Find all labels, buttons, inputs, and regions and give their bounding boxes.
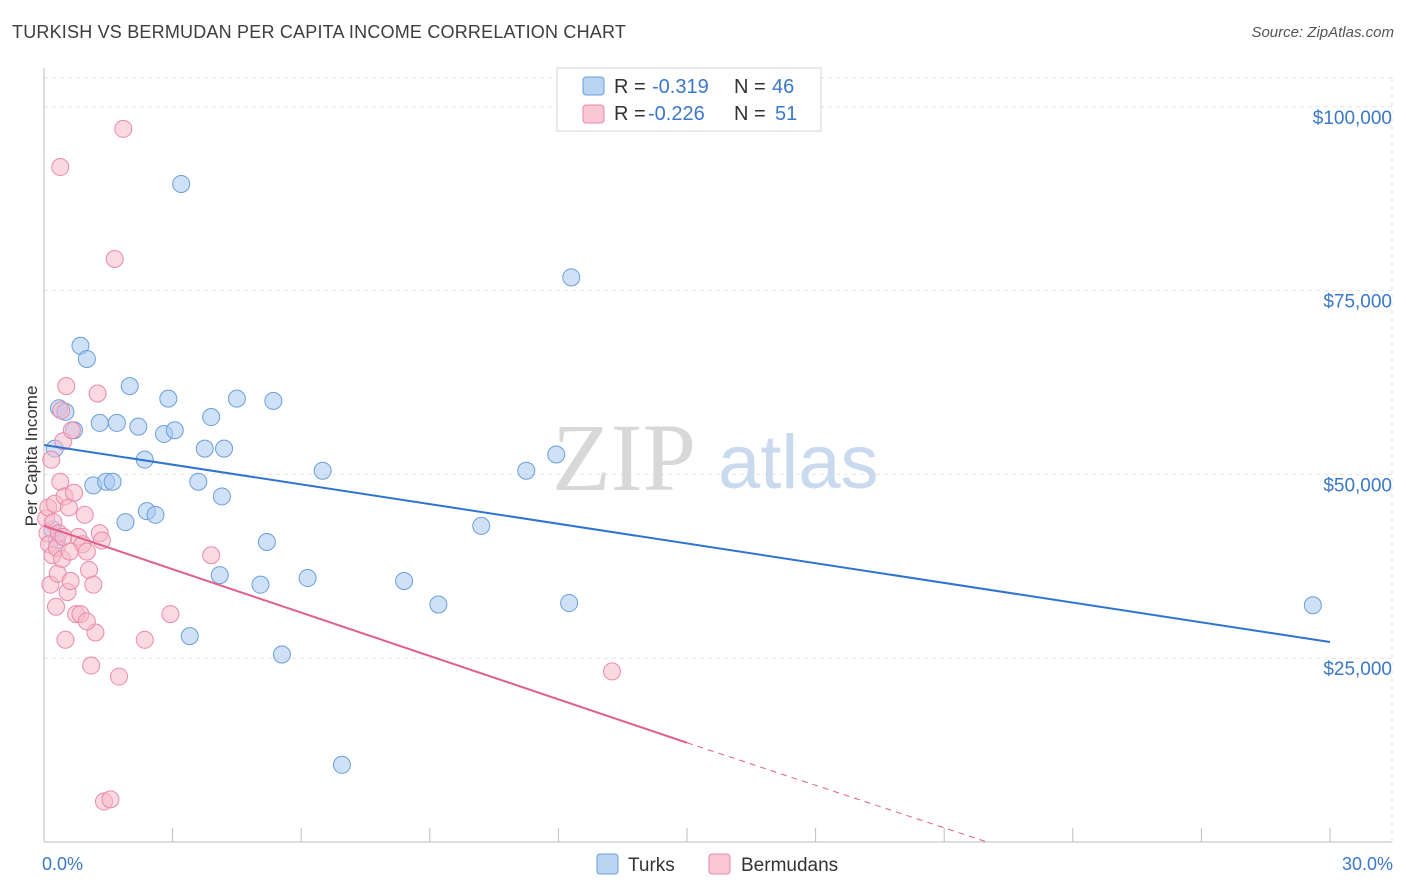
trend-lines bbox=[43, 443, 1331, 843]
turks-point bbox=[90, 413, 109, 432]
bermudans-point bbox=[602, 662, 621, 681]
bermudans-point bbox=[88, 384, 107, 403]
bermudans-point bbox=[82, 656, 101, 675]
bermudans-point bbox=[105, 249, 124, 268]
chart-title: TURKISH VS BERMUDAN PER CAPITA INCOME CO… bbox=[12, 22, 627, 42]
source-label: Source: ZipAtlas.com bbox=[1251, 24, 1394, 41]
bermudans-point bbox=[110, 667, 129, 686]
bermudans-point bbox=[77, 542, 96, 561]
turks-point bbox=[120, 377, 139, 396]
bottom-legend-bermudans: Bermudans bbox=[741, 855, 838, 876]
bottom-legend-swatch-bermudans bbox=[708, 853, 731, 875]
y-tick-label: $75,000 bbox=[1323, 292, 1392, 313]
bermudans-point bbox=[52, 401, 71, 420]
bermudans-point bbox=[84, 575, 103, 594]
turks-point bbox=[562, 268, 581, 287]
turks-point bbox=[146, 505, 165, 524]
turks-point bbox=[195, 439, 214, 458]
turks-point bbox=[212, 487, 231, 506]
legend-r-value-bermudans: -0.226 bbox=[648, 103, 705, 125]
bermudans-point bbox=[202, 546, 221, 565]
bottom-legend-swatch-turks bbox=[596, 853, 619, 875]
y-tick-label: $100,000 bbox=[1313, 108, 1392, 129]
bermudans-point bbox=[75, 505, 94, 524]
correlation-legend: R = -0.319 N = 46 R = -0.226 N = 51 bbox=[556, 67, 822, 132]
bermudans-point bbox=[62, 421, 81, 440]
watermark-zip: ZIP bbox=[552, 404, 696, 511]
turks-point bbox=[227, 389, 246, 408]
x-tick-label-min: 0.0% bbox=[42, 854, 83, 874]
trend-line-bermudans bbox=[43, 524, 688, 744]
legend-swatch-bermudans bbox=[582, 104, 605, 124]
turks-point bbox=[189, 472, 208, 491]
bermudans-point bbox=[51, 158, 70, 177]
turks-point bbox=[202, 408, 221, 427]
bottom-legend-turks: Turks bbox=[628, 855, 675, 876]
legend-r-label-turks: R = bbox=[614, 76, 646, 98]
legend-n-value-bermudans: 51 bbox=[775, 103, 797, 125]
y-tick-label: $50,000 bbox=[1323, 475, 1392, 496]
turks-point bbox=[517, 461, 536, 480]
turks-point bbox=[172, 174, 191, 193]
bermudans-point bbox=[114, 119, 133, 138]
turks-point bbox=[129, 417, 148, 436]
watermark: ZIP atlas bbox=[552, 404, 879, 511]
turks-point bbox=[1303, 596, 1322, 615]
bermudans-point bbox=[57, 377, 76, 396]
bermudans-point bbox=[101, 790, 120, 809]
bermudans-point bbox=[61, 571, 80, 590]
legend-r-label-bermudans: R = bbox=[614, 103, 646, 125]
legend-n-label-bermudans: N = bbox=[734, 103, 766, 125]
legend-swatch-turks bbox=[582, 76, 605, 96]
turks-point bbox=[264, 391, 283, 410]
turks-point bbox=[103, 472, 122, 491]
series-bermudans bbox=[37, 119, 621, 811]
bermudans-point bbox=[56, 630, 75, 649]
turks-point bbox=[429, 595, 448, 614]
turks-point bbox=[165, 421, 184, 440]
turks-point bbox=[251, 575, 270, 594]
series-legend: Turks Bermudans bbox=[596, 853, 838, 876]
turks-point bbox=[395, 571, 414, 590]
legend-n-value-turks: 46 bbox=[772, 76, 794, 98]
turks-point bbox=[180, 627, 199, 646]
turks-point bbox=[107, 413, 126, 432]
turks-point bbox=[159, 389, 178, 408]
x-tick-label-max: 30.0% bbox=[1342, 854, 1393, 874]
bermudans-point bbox=[54, 527, 73, 546]
turks-point bbox=[257, 533, 276, 552]
turks-point bbox=[77, 349, 96, 368]
y-tick-labels: $25,000 $50,000 $75,000 $100,000 bbox=[1313, 108, 1392, 680]
turks-point bbox=[472, 516, 491, 535]
bermudans-point bbox=[42, 450, 61, 469]
bermudans-point bbox=[135, 630, 154, 649]
y-axis-label: Per Capita Income bbox=[22, 386, 41, 527]
turks-point bbox=[332, 755, 351, 774]
bermudans-point bbox=[47, 597, 66, 616]
watermark-atlas: atlas bbox=[718, 420, 879, 505]
turks-point bbox=[272, 645, 291, 664]
x-tick-labels: 0.0% 30.0% bbox=[42, 854, 1393, 874]
y-tick-label: $25,000 bbox=[1323, 659, 1392, 680]
legend-n-label-turks: N = bbox=[734, 76, 766, 98]
turks-point bbox=[215, 439, 234, 458]
turks-point bbox=[560, 594, 579, 613]
bermudans-point bbox=[65, 483, 84, 502]
turks-point bbox=[547, 445, 566, 464]
bermudans-point bbox=[77, 612, 96, 631]
turks-point bbox=[116, 513, 135, 532]
turks-point bbox=[313, 461, 332, 480]
bermudans-point bbox=[161, 605, 180, 624]
trend-line-turks bbox=[43, 443, 1331, 644]
turks-point bbox=[210, 566, 229, 585]
turks-point bbox=[298, 569, 317, 588]
series-turks bbox=[43, 174, 1322, 774]
trend-line-bermudans-extension bbox=[686, 742, 988, 843]
legend-r-value-turks: -0.319 bbox=[652, 76, 709, 98]
